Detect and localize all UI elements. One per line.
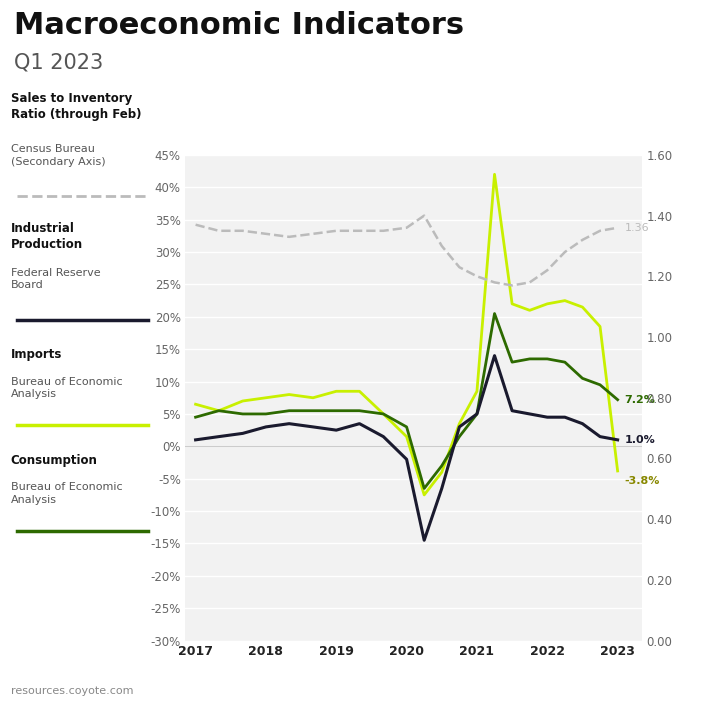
Text: Bureau of Economic
Analysis: Bureau of Economic Analysis [11, 377, 122, 399]
Text: Q1 2023: Q1 2023 [14, 53, 104, 73]
Text: 7.2%: 7.2% [625, 395, 655, 405]
Text: -3.8%: -3.8% [625, 476, 660, 486]
Text: Federal Reserve
Board: Federal Reserve Board [11, 268, 100, 290]
Text: Consumption: Consumption [11, 454, 98, 467]
Text: resources.coyote.com: resources.coyote.com [11, 686, 133, 696]
Text: 1.36: 1.36 [625, 222, 649, 233]
Text: Imports: Imports [11, 348, 62, 361]
Text: Macroeconomic Indicators: Macroeconomic Indicators [14, 11, 464, 39]
Text: Sales to Inventory
Ratio (through Feb): Sales to Inventory Ratio (through Feb) [11, 92, 141, 120]
Text: 1.0%: 1.0% [625, 435, 655, 445]
Text: Bureau of Economic
Analysis: Bureau of Economic Analysis [11, 482, 122, 505]
Text: Census Bureau
(Secondary Axis): Census Bureau (Secondary Axis) [11, 144, 105, 167]
Text: Industrial
Production: Industrial Production [11, 222, 83, 251]
